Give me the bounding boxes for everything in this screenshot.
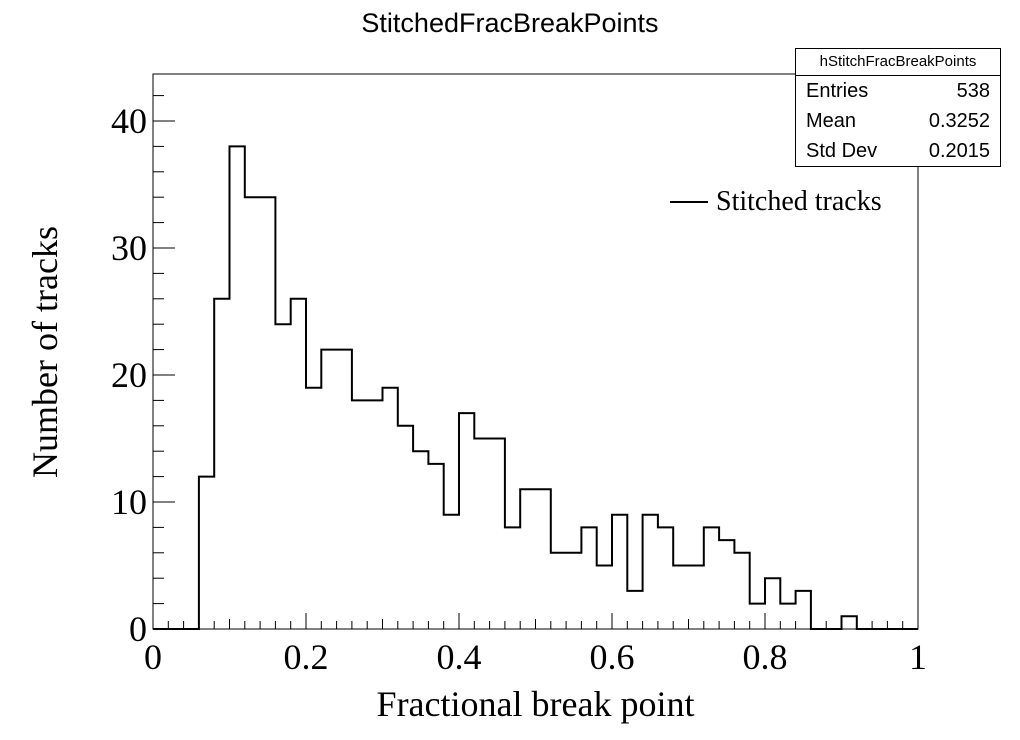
histogram-bin [612,515,627,629]
histogram-bin [291,299,306,629]
stats-row-mean: Mean 0.3252 [796,106,1000,136]
histogram-bin [658,527,673,629]
x-axis-label: Fractional break point [376,684,695,724]
histogram-bin [627,591,642,629]
histogram-bin [352,400,367,629]
histogram-bin [719,540,734,629]
x-tick-label: 0.6 [590,637,635,677]
histogram-bin [321,350,336,629]
histogram-bin [581,527,596,629]
legend: Stitched tracks [670,186,882,218]
histogram-bin [597,565,612,629]
x-tick-label: 0.4 [437,637,482,677]
histogram-bin [536,489,551,629]
histogram-bin [704,527,719,629]
histogram-bin [260,197,275,629]
histogram-bin [566,553,581,629]
histogram-bin [245,197,260,629]
y-tick-label: 30 [111,228,147,268]
histogram-bin [673,565,688,629]
legend-line-swatch [670,201,708,203]
stats-label-stddev: Std Dev [806,140,878,162]
histogram-bin [199,477,214,629]
histogram-bin [551,553,566,629]
histogram-outline [153,145,918,630]
histogram-bin [383,388,398,629]
histogram-bin [796,591,811,629]
histogram-bin [765,578,780,629]
legend-label: Stitched tracks [716,186,882,217]
histogram-bin [428,464,443,629]
histogram-bin [780,604,795,629]
histogram-bin [474,438,489,629]
histogram-bin [734,553,749,629]
histogram-bin [398,426,413,629]
chart-title: StitchedFracBreakPoints [361,8,659,38]
stats-value-stddev: 0.2015 [928,140,990,162]
x-tick-label: 1 [909,637,927,677]
stats-box: hStitchFracBreakPoints Entries 538 Mean … [795,48,1001,167]
stats-label-entries: Entries [806,80,869,102]
stats-row-entries: Entries 538 [796,76,1000,106]
histogram-bin [306,388,321,629]
histogram-bin [689,565,704,629]
histogram-bin [214,299,229,629]
histogram-bin [413,451,428,629]
histogram-bin [230,146,245,629]
y-tick-label: 40 [111,101,147,141]
histogram-bin [520,489,535,629]
stats-value-mean: 0.3252 [928,110,990,132]
histogram-bin [842,616,857,629]
histogram-bin [275,324,290,629]
histogram-bin [337,350,352,629]
x-tick-label: 0.8 [743,637,788,677]
x-tick-label: 0 [144,637,162,677]
y-tick-label: 20 [111,355,147,395]
stats-box-title: hStitchFracBreakPoints [796,49,1000,76]
histogram-bin [750,604,765,629]
stats-label-mean: Mean [806,110,857,132]
y-tick-label: 10 [111,482,147,522]
y-axis-label: Number of tracks [25,226,65,478]
x-tick-label: 0.2 [284,637,329,677]
stats-value-entries: 538 [956,80,990,102]
histogram-bin [643,515,658,629]
histogram-bin [367,400,382,629]
histogram-bin [490,438,505,629]
y-tick-label: 0 [129,609,147,649]
histogram-bin [459,413,474,629]
histogram-bin [444,515,459,629]
histogram-bin [505,527,520,629]
stats-row-stddev: Std Dev 0.2015 [796,136,1000,166]
